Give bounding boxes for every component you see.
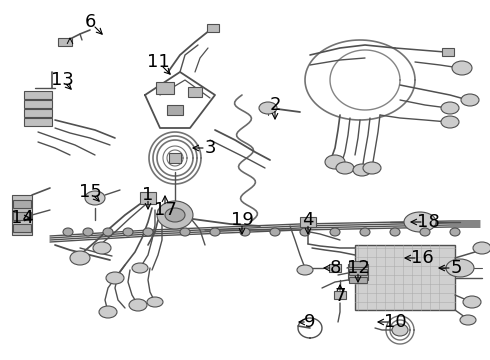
Text: 10: 10 — [384, 313, 406, 331]
Ellipse shape — [450, 228, 460, 236]
Bar — [300, 217, 316, 227]
Ellipse shape — [147, 297, 163, 307]
Ellipse shape — [461, 94, 479, 106]
Ellipse shape — [132, 263, 148, 273]
Bar — [349, 269, 367, 275]
Bar — [188, 87, 202, 97]
Ellipse shape — [404, 212, 436, 232]
Bar — [207, 24, 219, 32]
Text: 11: 11 — [147, 53, 170, 71]
Bar — [355, 245, 455, 310]
Ellipse shape — [297, 265, 313, 275]
Ellipse shape — [259, 102, 277, 114]
Ellipse shape — [300, 228, 310, 236]
Ellipse shape — [165, 208, 185, 222]
Bar — [24, 91, 52, 99]
Ellipse shape — [106, 272, 124, 284]
Text: 14: 14 — [11, 209, 33, 227]
Bar — [13, 212, 31, 220]
Text: 3: 3 — [204, 139, 216, 157]
Text: 17: 17 — [153, 201, 176, 219]
Text: 12: 12 — [346, 259, 369, 277]
Ellipse shape — [441, 116, 459, 128]
Bar — [349, 277, 367, 283]
Ellipse shape — [85, 191, 105, 205]
Bar — [334, 291, 346, 299]
Text: 5: 5 — [450, 259, 462, 277]
Bar — [169, 153, 181, 163]
Ellipse shape — [390, 228, 400, 236]
Ellipse shape — [420, 228, 430, 236]
Ellipse shape — [63, 228, 73, 236]
Ellipse shape — [473, 242, 490, 254]
Text: 2: 2 — [269, 96, 281, 114]
Ellipse shape — [157, 201, 193, 229]
Bar — [24, 100, 52, 108]
Bar — [167, 105, 183, 115]
Bar — [329, 264, 341, 272]
Ellipse shape — [210, 228, 220, 236]
Ellipse shape — [99, 306, 117, 318]
Ellipse shape — [452, 61, 472, 75]
Text: 15: 15 — [78, 183, 101, 201]
Ellipse shape — [70, 251, 90, 265]
Text: 7: 7 — [334, 287, 346, 305]
Text: 13: 13 — [50, 71, 74, 89]
Bar — [13, 200, 31, 208]
Text: 1: 1 — [142, 186, 154, 204]
Ellipse shape — [240, 228, 250, 236]
Bar — [348, 264, 368, 280]
Bar — [156, 82, 174, 94]
Ellipse shape — [129, 299, 147, 311]
Bar — [24, 118, 52, 126]
Ellipse shape — [353, 164, 371, 176]
Ellipse shape — [180, 228, 190, 236]
Ellipse shape — [93, 242, 111, 254]
Text: 16: 16 — [411, 249, 433, 267]
Text: 6: 6 — [84, 13, 96, 31]
Ellipse shape — [392, 324, 408, 336]
Ellipse shape — [460, 315, 476, 325]
Ellipse shape — [330, 228, 340, 236]
Bar — [24, 109, 52, 117]
Text: 9: 9 — [304, 313, 316, 331]
Ellipse shape — [143, 228, 153, 236]
Ellipse shape — [360, 228, 370, 236]
Text: 19: 19 — [231, 211, 253, 229]
Bar — [442, 48, 454, 56]
Ellipse shape — [446, 259, 474, 277]
Ellipse shape — [463, 296, 481, 308]
Bar — [140, 192, 156, 204]
Bar — [12, 195, 32, 235]
Ellipse shape — [336, 162, 354, 174]
Text: 18: 18 — [416, 213, 440, 231]
Ellipse shape — [123, 228, 133, 236]
Ellipse shape — [441, 102, 459, 114]
Text: 8: 8 — [329, 259, 341, 277]
Ellipse shape — [363, 162, 381, 174]
Bar — [349, 261, 367, 267]
Ellipse shape — [325, 155, 345, 169]
Ellipse shape — [103, 228, 113, 236]
Bar — [58, 38, 72, 46]
Ellipse shape — [270, 228, 280, 236]
Bar — [13, 224, 31, 232]
Text: 4: 4 — [302, 211, 314, 229]
Ellipse shape — [83, 228, 93, 236]
